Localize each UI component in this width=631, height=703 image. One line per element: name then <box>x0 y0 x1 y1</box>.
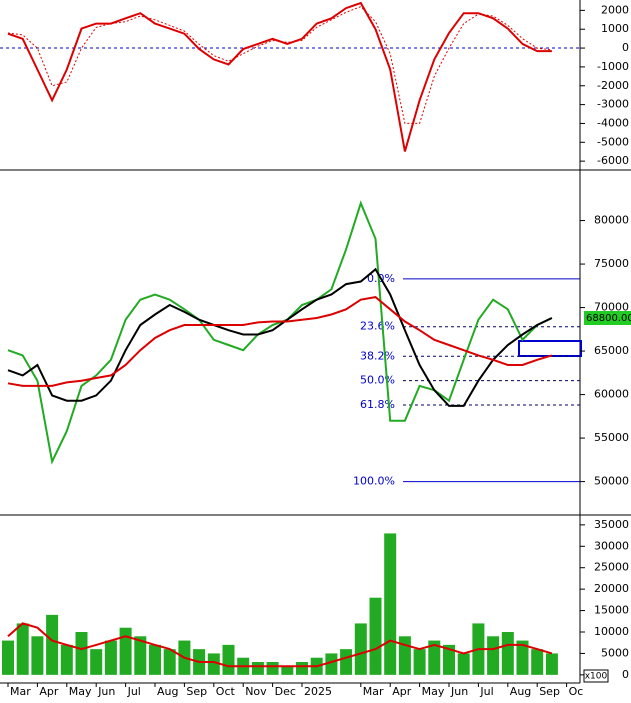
last-price-label: 68800.00 <box>586 313 631 324</box>
fib-label: 38.2% <box>360 349 395 362</box>
series-line <box>7 1 552 152</box>
x-tick-label: Oc <box>569 685 584 698</box>
fib-label: 50.0% <box>360 374 395 387</box>
volume-bar <box>354 623 367 675</box>
y-tick-label: 35000 <box>594 518 629 531</box>
y-tick-label: 10000 <box>594 625 629 638</box>
y-tick-label: 2000 <box>601 3 629 16</box>
volume-bar <box>266 662 279 675</box>
volume-bar <box>296 662 308 675</box>
volume-bar <box>222 644 235 675</box>
fib-label: 100.0% <box>353 475 395 488</box>
volume-bar <box>369 597 382 675</box>
x-tick-label: 2025 <box>304 685 332 698</box>
y-tick-label: 25000 <box>594 561 629 574</box>
volume-bar <box>516 640 529 675</box>
x-tick-label: May <box>422 685 445 698</box>
last-price-box <box>584 311 631 326</box>
volume-bar <box>2 640 14 675</box>
y-tick-label: 5000 <box>601 646 629 659</box>
volume-bar <box>134 636 147 675</box>
volume-bar <box>119 627 132 675</box>
volume-bar <box>443 644 455 675</box>
unit-box <box>583 669 609 683</box>
y-tick-label: 30000 <box>594 539 629 552</box>
y-tick-label: -3000 <box>597 98 629 111</box>
fib-label: 61.8% <box>360 398 395 411</box>
volume-bar <box>251 662 264 675</box>
volume-bar <box>545 653 558 675</box>
y-tick-label: 55000 <box>594 431 629 444</box>
y-tick-label: -4000 <box>597 116 629 129</box>
y-tick-label: -2000 <box>597 79 629 92</box>
volume-bar <box>281 666 294 675</box>
volume-bar <box>457 653 470 675</box>
y-tick-label: 50000 <box>594 475 629 488</box>
x-tick-label: Oct <box>216 685 236 698</box>
x-tick-label: Nov <box>245 685 267 698</box>
series-line <box>7 267 553 407</box>
series-line <box>7 622 553 668</box>
y-tick-label: 0 <box>622 668 629 681</box>
x-tick-label: Jun <box>97 685 115 698</box>
x-tick-label: Dec <box>275 685 296 698</box>
volume-bar <box>340 649 353 675</box>
y-tick-label: 70000 <box>594 301 629 314</box>
x-tick-label: Jun <box>450 685 468 698</box>
volume-bar <box>325 653 338 675</box>
volume-bar <box>487 636 500 675</box>
x-tick-label: Jul <box>127 685 141 698</box>
y-tick-label: -1000 <box>597 60 629 73</box>
y-tick-label: 20000 <box>594 582 629 595</box>
series-line <box>7 6 552 124</box>
y-tick-label: -6000 <box>597 154 629 167</box>
fib-label: 23.6% <box>360 320 395 333</box>
x-tick-label: Mar <box>10 685 31 698</box>
volume-bar <box>104 640 117 675</box>
y-tick-label: -5000 <box>597 135 629 148</box>
x-tick-label: Apr <box>39 685 59 698</box>
volume-bar <box>149 644 161 675</box>
y-tick-label: 15000 <box>594 604 629 617</box>
volume-bar <box>75 632 88 675</box>
volume-bar <box>46 614 59 675</box>
volume-bar <box>16 623 29 675</box>
x-tick-label: Apr <box>392 685 412 698</box>
x-tick-label: Jul <box>479 685 493 698</box>
y-tick-label: 60000 <box>594 388 629 401</box>
y-tick-label: 75000 <box>594 257 629 270</box>
volume-bar <box>60 644 73 675</box>
volume-bar <box>90 649 103 675</box>
volume-bar <box>501 632 514 675</box>
x-tick-label: Sep <box>186 685 207 698</box>
y-tick-label: 65000 <box>594 344 629 357</box>
y-tick-label: 1000 <box>601 22 629 35</box>
volume-bar <box>163 649 176 675</box>
volume-bar <box>384 533 397 675</box>
series-line <box>7 296 553 387</box>
x-tick-label: Aug <box>157 685 178 698</box>
x-tick-label: Mar <box>363 685 384 698</box>
unit-label: x100 <box>585 672 608 682</box>
x-tick-label: Aug <box>510 685 531 698</box>
x-tick-label: Sep <box>539 685 560 698</box>
y-tick-label: 0 <box>622 41 629 54</box>
volume-bar <box>207 653 220 675</box>
volume-bar <box>531 649 544 675</box>
y-tick-label: 80000 <box>594 214 629 227</box>
x-tick-label: May <box>69 685 92 698</box>
volume-bar <box>398 636 411 675</box>
volume-bar <box>428 640 441 675</box>
volume-bar <box>413 649 426 675</box>
volume-bar <box>31 636 44 675</box>
